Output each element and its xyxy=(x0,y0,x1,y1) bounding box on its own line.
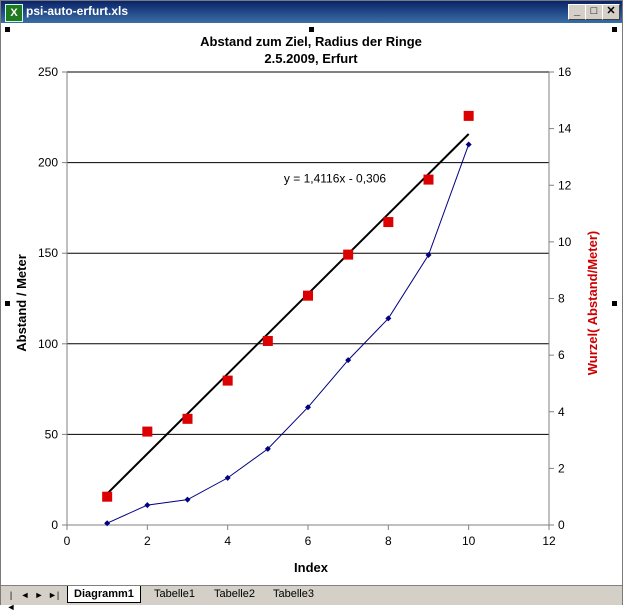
x-tick-label: 8 xyxy=(385,534,392,548)
y-tick-label: 100 xyxy=(38,337,58,351)
chart-subtitle: 2.5.2009, Erfurt xyxy=(264,51,358,66)
y2-tick-label: 12 xyxy=(558,178,572,192)
maximize-button[interactable]: □ xyxy=(585,4,603,20)
data-point-wurzel xyxy=(142,426,153,437)
selection-handle[interactable] xyxy=(309,27,314,32)
chart-area[interactable]: Abstand zum Ziel, Radius der Ringe 2.5.2… xyxy=(1,23,622,583)
data-point-abstand xyxy=(465,141,472,148)
y2-tick-label: 8 xyxy=(558,292,565,306)
y2-tick-label: 10 xyxy=(558,235,572,249)
y2-tick-label: 2 xyxy=(558,461,565,475)
y2-axis-label: Wurzel( Abstand/Meter) xyxy=(585,231,600,375)
tab-tabelle2[interactable]: Tabelle2 xyxy=(214,588,255,600)
data-point-wurzel xyxy=(343,249,354,260)
selection-handle[interactable] xyxy=(612,301,617,306)
tab-tabelle1[interactable]: Tabelle1 xyxy=(154,588,195,600)
data-point-wurzel xyxy=(463,110,474,121)
tab-diagramm1[interactable]: Diagramm1 xyxy=(67,586,141,603)
selection-handle[interactable] xyxy=(5,27,10,32)
data-point-abstand xyxy=(425,252,432,259)
data-point-abstand xyxy=(224,474,231,481)
selection-handle[interactable] xyxy=(5,301,10,306)
y-tick-label: 200 xyxy=(38,156,58,170)
chart-svg: Abstand zum Ziel, Radius der Ringe 2.5.2… xyxy=(14,34,600,575)
data-point-abstand xyxy=(345,357,352,364)
selection-handle[interactable] xyxy=(612,27,617,32)
first-sheet-button[interactable]: |◄ xyxy=(6,590,16,612)
y-axis-label: Abstand / Meter xyxy=(14,254,29,352)
data-point-abstand xyxy=(385,315,392,322)
data-point-wurzel xyxy=(423,174,434,185)
x-tick-label: 10 xyxy=(462,534,476,548)
y-tick-label: 0 xyxy=(51,518,58,532)
chart-title: Abstand zum Ziel, Radius der Ringe xyxy=(200,34,422,49)
data-point-wurzel xyxy=(303,290,313,301)
y2-tick-label: 4 xyxy=(558,405,565,419)
data-point-abstand xyxy=(305,404,311,411)
x-tick-label: 0 xyxy=(64,534,71,548)
y-tick-label: 50 xyxy=(45,427,59,441)
sheet-tab-bar: |◄ ◄ ► ►| Diagramm1 Tabelle1 Tabelle2 Ta… xyxy=(1,585,622,612)
excel-icon[interactable]: X xyxy=(5,4,23,22)
x-tick-label: 4 xyxy=(224,534,231,548)
minimize-button[interactable]: _ xyxy=(568,4,586,20)
data-point-abstand xyxy=(144,502,151,509)
data-point-wurzel xyxy=(102,491,113,502)
x-axis-label: Index xyxy=(294,560,329,575)
last-sheet-button[interactable]: ►| xyxy=(48,590,60,600)
data-point-wurzel xyxy=(182,413,193,424)
data-point-abstand xyxy=(184,496,191,503)
x-tick-label: 6 xyxy=(305,534,312,548)
next-sheet-button[interactable]: ► xyxy=(34,590,44,600)
y2-tick-label: 14 xyxy=(558,122,572,136)
close-button[interactable]: ✕ xyxy=(602,4,620,20)
y2-tick-label: 0 xyxy=(558,518,565,532)
x-tick-label: 2 xyxy=(144,534,151,548)
data-point-wurzel xyxy=(383,217,394,228)
series-line-abstand xyxy=(106,144,470,524)
data-point-abstand xyxy=(264,445,271,452)
y-tick-label: 150 xyxy=(38,246,58,260)
x-tick-label: 12 xyxy=(542,534,556,548)
data-point-wurzel xyxy=(222,375,233,386)
trendline-equation: y = 1,4116x - 0,306 xyxy=(284,171,387,185)
y2-tick-label: 6 xyxy=(558,348,565,362)
data-point-wurzel xyxy=(262,335,273,346)
tab-tabelle3[interactable]: Tabelle3 xyxy=(273,588,314,600)
title-bar[interactable]: X psi-auto-erfurt.xls _ □ ✕ xyxy=(1,1,622,23)
window-title: psi-auto-erfurt.xls xyxy=(26,4,129,18)
prev-sheet-button[interactable]: ◄ xyxy=(20,590,30,600)
y2-tick-label: 16 xyxy=(558,65,572,79)
data-point-abstand xyxy=(104,520,111,527)
y-tick-label: 250 xyxy=(38,65,58,79)
trendline xyxy=(106,133,470,495)
